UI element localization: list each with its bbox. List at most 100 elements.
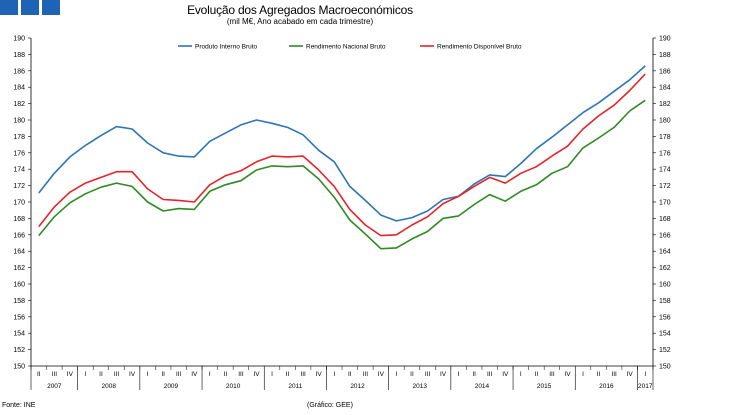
- x-quarter-label: II: [348, 371, 352, 378]
- y-tick-label-right: 182: [659, 101, 671, 108]
- y-tick-label-left: 152: [13, 347, 25, 354]
- y-tick-label-right: 186: [659, 68, 671, 75]
- x-year-label: 2012: [350, 383, 365, 390]
- x-quarter-label: III: [487, 371, 493, 378]
- x-quarter-label: III: [238, 371, 244, 378]
- x-quarter-label: III: [114, 371, 120, 378]
- legend-label-rnb: Rendimento Nacional Bruto: [306, 44, 386, 51]
- x-quarter-label: I: [458, 371, 460, 378]
- x-quarter-label: I: [85, 371, 87, 378]
- x-quarter-label: II: [224, 371, 228, 378]
- x-quarter-label: I: [147, 371, 149, 378]
- x-quarter-label: IV: [67, 371, 74, 378]
- x-quarter-label: III: [425, 371, 431, 378]
- y-tick-label-left: 164: [13, 249, 25, 256]
- y-tick-label-right: 190: [659, 36, 671, 43]
- y-tick-label-right: 154: [659, 331, 671, 338]
- y-tick-label-left: 160: [13, 282, 25, 289]
- x-quarter-label: III: [611, 371, 617, 378]
- x-year-label: 2010: [226, 383, 241, 390]
- x-quarter-label: I: [333, 371, 335, 378]
- y-tick-label-left: 174: [13, 167, 25, 174]
- y-tick-label-right: 180: [659, 118, 671, 125]
- x-quarter-label: IV: [129, 371, 136, 378]
- x-year-label: 2011: [288, 383, 302, 390]
- chart-title: Evolução dos Agregados Macroeconómicos: [187, 3, 413, 17]
- chart-subtitle: (mil M€, Ano acabado em cada trimestre): [226, 17, 374, 26]
- series-line-pib: [38, 65, 646, 222]
- x-quarter-label: IV: [627, 371, 634, 378]
- y-tick-label-left: 150: [13, 364, 25, 371]
- series-line-rnb: [38, 99, 646, 250]
- x-quarter-label: IV: [564, 371, 571, 378]
- x-quarter-label: I: [396, 371, 398, 378]
- y-tick-label-right: 172: [659, 183, 671, 190]
- x-quarter-label: II: [37, 371, 41, 378]
- y-tick-label-left: 186: [13, 68, 25, 75]
- x-quarter-label: IV: [191, 371, 198, 378]
- y-tick-label-left: 170: [13, 200, 25, 207]
- y-tick-label-right: 164: [659, 249, 671, 256]
- y-tick-label-left: 180: [13, 118, 25, 125]
- y-tick-label-right: 162: [659, 265, 671, 272]
- legend-label-pib: Produto Interno Bruto: [195, 44, 258, 51]
- x-quarter-label: I: [271, 371, 273, 378]
- y-tick-label-left: 156: [13, 314, 25, 321]
- x-quarter-label: II: [410, 371, 414, 378]
- series-line-rdb: [38, 73, 646, 237]
- x-year-label: 2015: [537, 383, 552, 390]
- y-tick-label-left: 162: [13, 265, 25, 272]
- x-year-label: 2008: [102, 383, 117, 390]
- x-quarter-label: III: [549, 371, 555, 378]
- x-quarter-label: I: [209, 371, 211, 378]
- x-quarter-label: IV: [378, 371, 385, 378]
- x-year-label: 2016: [599, 383, 614, 390]
- y-tick-label-left: 182: [13, 101, 25, 108]
- x-quarter-label: II: [535, 371, 539, 378]
- x-quarter-label: III: [176, 371, 182, 378]
- y-tick-label-left: 190: [13, 36, 25, 43]
- x-year-label: 2009: [164, 383, 179, 390]
- y-tick-label-left: 184: [13, 85, 25, 92]
- y-tick-label-right: 150: [659, 364, 671, 371]
- y-tick-label-right: 156: [659, 314, 671, 321]
- y-tick-label-right: 188: [659, 52, 671, 59]
- y-tick-label-left: 178: [13, 134, 25, 141]
- y-tick-label-left: 188: [13, 52, 25, 59]
- x-quarter-label: I: [520, 371, 522, 378]
- y-tick-label-right: 170: [659, 200, 671, 207]
- x-quarter-label: I: [582, 371, 584, 378]
- x-quarter-label: II: [99, 371, 103, 378]
- y-tick-label-right: 176: [659, 150, 671, 157]
- y-tick-label-left: 176: [13, 150, 25, 157]
- x-quarter-label: IV: [253, 371, 260, 378]
- y-tick-label-left: 154: [13, 331, 25, 338]
- x-quarter-label: II: [286, 371, 290, 378]
- y-tick-label-right: 168: [659, 216, 671, 223]
- logo-square-1: [0, 0, 18, 15]
- y-tick-label-left: 158: [13, 298, 25, 305]
- y-tick-label-right: 178: [659, 134, 671, 141]
- x-quarter-label: II: [597, 371, 601, 378]
- x-quarter-label: III: [52, 371, 58, 378]
- x-quarter-label: II: [161, 371, 165, 378]
- x-quarter-label: I: [644, 371, 646, 378]
- logo-square-2: [21, 0, 39, 15]
- y-tick-label-right: 160: [659, 282, 671, 289]
- x-year-label: 2007: [47, 383, 62, 390]
- x-quarter-label: IV: [502, 371, 509, 378]
- y-tick-label-right: 158: [659, 298, 671, 305]
- legend-label-rdb: Rendimento Disponível Bruto: [437, 44, 522, 51]
- y-tick-label-right: 174: [659, 167, 671, 174]
- y-tick-label-right: 166: [659, 232, 671, 239]
- y-tick-label-left: 166: [13, 232, 25, 239]
- logo-square-3: [42, 0, 60, 15]
- y-tick-label-right: 184: [659, 85, 671, 92]
- footer-source: Fonte: INE: [2, 402, 36, 409]
- x-quarter-label: III: [300, 371, 306, 378]
- y-tick-label-left: 168: [13, 216, 25, 223]
- x-quarter-label: IV: [440, 371, 447, 378]
- x-year-label: 2013: [413, 383, 428, 390]
- y-tick-label-right: 152: [659, 347, 671, 354]
